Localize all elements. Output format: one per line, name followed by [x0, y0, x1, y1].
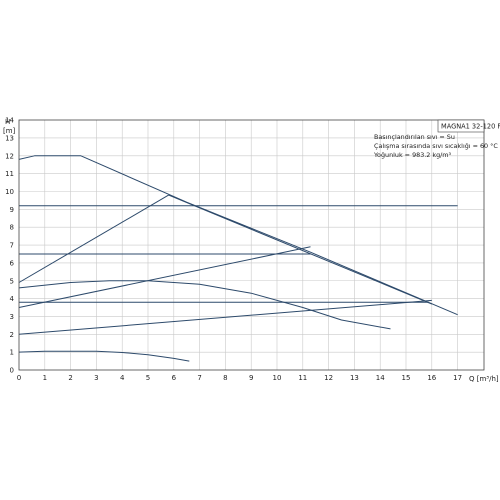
curve-line-8	[18, 280, 391, 330]
x-tick-label: 5	[146, 374, 150, 382]
grid	[19, 120, 484, 370]
y-tick-label: 2	[10, 331, 14, 339]
title-box	[437, 119, 485, 133]
y-tick-label: 1	[10, 349, 14, 357]
x-tick-label: 14	[376, 374, 385, 382]
curve-line-9	[18, 350, 190, 362]
y-tick-label: 4	[10, 295, 15, 303]
x-tick-label: 13	[350, 374, 359, 382]
plot-frame	[18, 119, 485, 371]
y-tick-label: 9	[10, 206, 14, 214]
x-tick-label: 9	[249, 374, 253, 382]
x-tick-label: 11	[298, 374, 307, 382]
y-tick-label: 11	[5, 170, 14, 178]
series-group	[18, 155, 458, 362]
y-tick-label: 13	[5, 134, 14, 142]
x-tick-label: 6	[172, 374, 177, 382]
curve-line-0	[18, 155, 458, 316]
x-tick-label: 15	[402, 374, 411, 382]
x-tick-label: 7	[197, 374, 201, 382]
chart-title: MAGNA1 32-120 F	[441, 123, 500, 131]
x-tick-label: 4	[120, 374, 125, 382]
curve-line-5	[168, 194, 432, 305]
info-density: Yoğunluk = 983.2 kg/m³	[373, 151, 452, 159]
x-tick-label: 16	[427, 374, 436, 382]
x-tick-label: 1	[43, 374, 47, 382]
x-tick-label: 2	[68, 374, 72, 382]
x-tick-label: 0	[17, 374, 21, 382]
y-tick-label: 0	[10, 367, 14, 375]
x-tick-label: 12	[324, 374, 333, 382]
y-tick-label: 5	[10, 277, 14, 285]
y-tick-label: 14	[5, 117, 14, 125]
y-tick-label: 7	[10, 242, 14, 250]
x-tick-label: 8	[223, 374, 227, 382]
info-temperature: Çalışma sırasında sıvı sıcaklığı = 60 °C	[374, 142, 498, 150]
x-tick-label: 3	[94, 374, 98, 382]
info-liquid: Basınçlandırılan sıvı = Su	[374, 133, 455, 141]
y-tick-label: 6	[10, 259, 15, 267]
x-axis-label: Q [m³/h]	[469, 375, 499, 383]
y-axis-label: H	[5, 118, 10, 126]
y-tick-label: 10	[5, 188, 14, 196]
y-tick-label: 12	[5, 152, 14, 160]
curve-line-4	[18, 194, 169, 283]
curve-line-6	[18, 246, 311, 308]
curve-line-7	[18, 299, 432, 335]
x-tick-label: 17	[453, 374, 462, 382]
y-axis-unit: [m]	[3, 127, 16, 135]
x-tick-labels: 0 1 2 3 4 5 6 7 8 9 10 11 12 13 14 15 16 17	[17, 374, 462, 382]
y-tick-label: 3	[10, 313, 14, 321]
y-tick-label: 8	[10, 224, 14, 232]
x-tick-label: 10	[273, 374, 282, 382]
